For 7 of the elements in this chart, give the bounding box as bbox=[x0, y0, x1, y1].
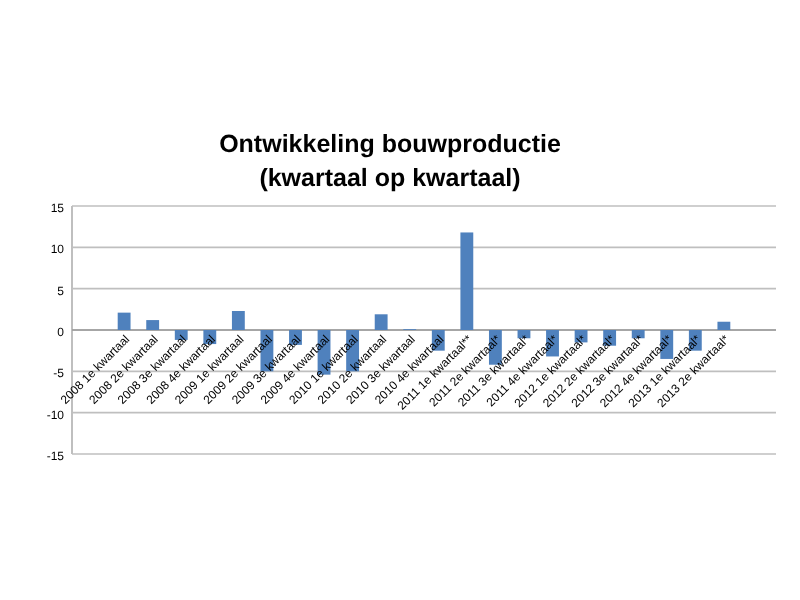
bar bbox=[117, 312, 131, 330]
bar bbox=[146, 320, 160, 330]
chart-title: Ontwikkeling bouwproductie (kwartaal op kwartaal) bbox=[219, 130, 561, 192]
bar bbox=[374, 314, 388, 330]
bar bbox=[460, 232, 474, 330]
bar bbox=[231, 310, 245, 330]
bar bbox=[717, 321, 731, 330]
